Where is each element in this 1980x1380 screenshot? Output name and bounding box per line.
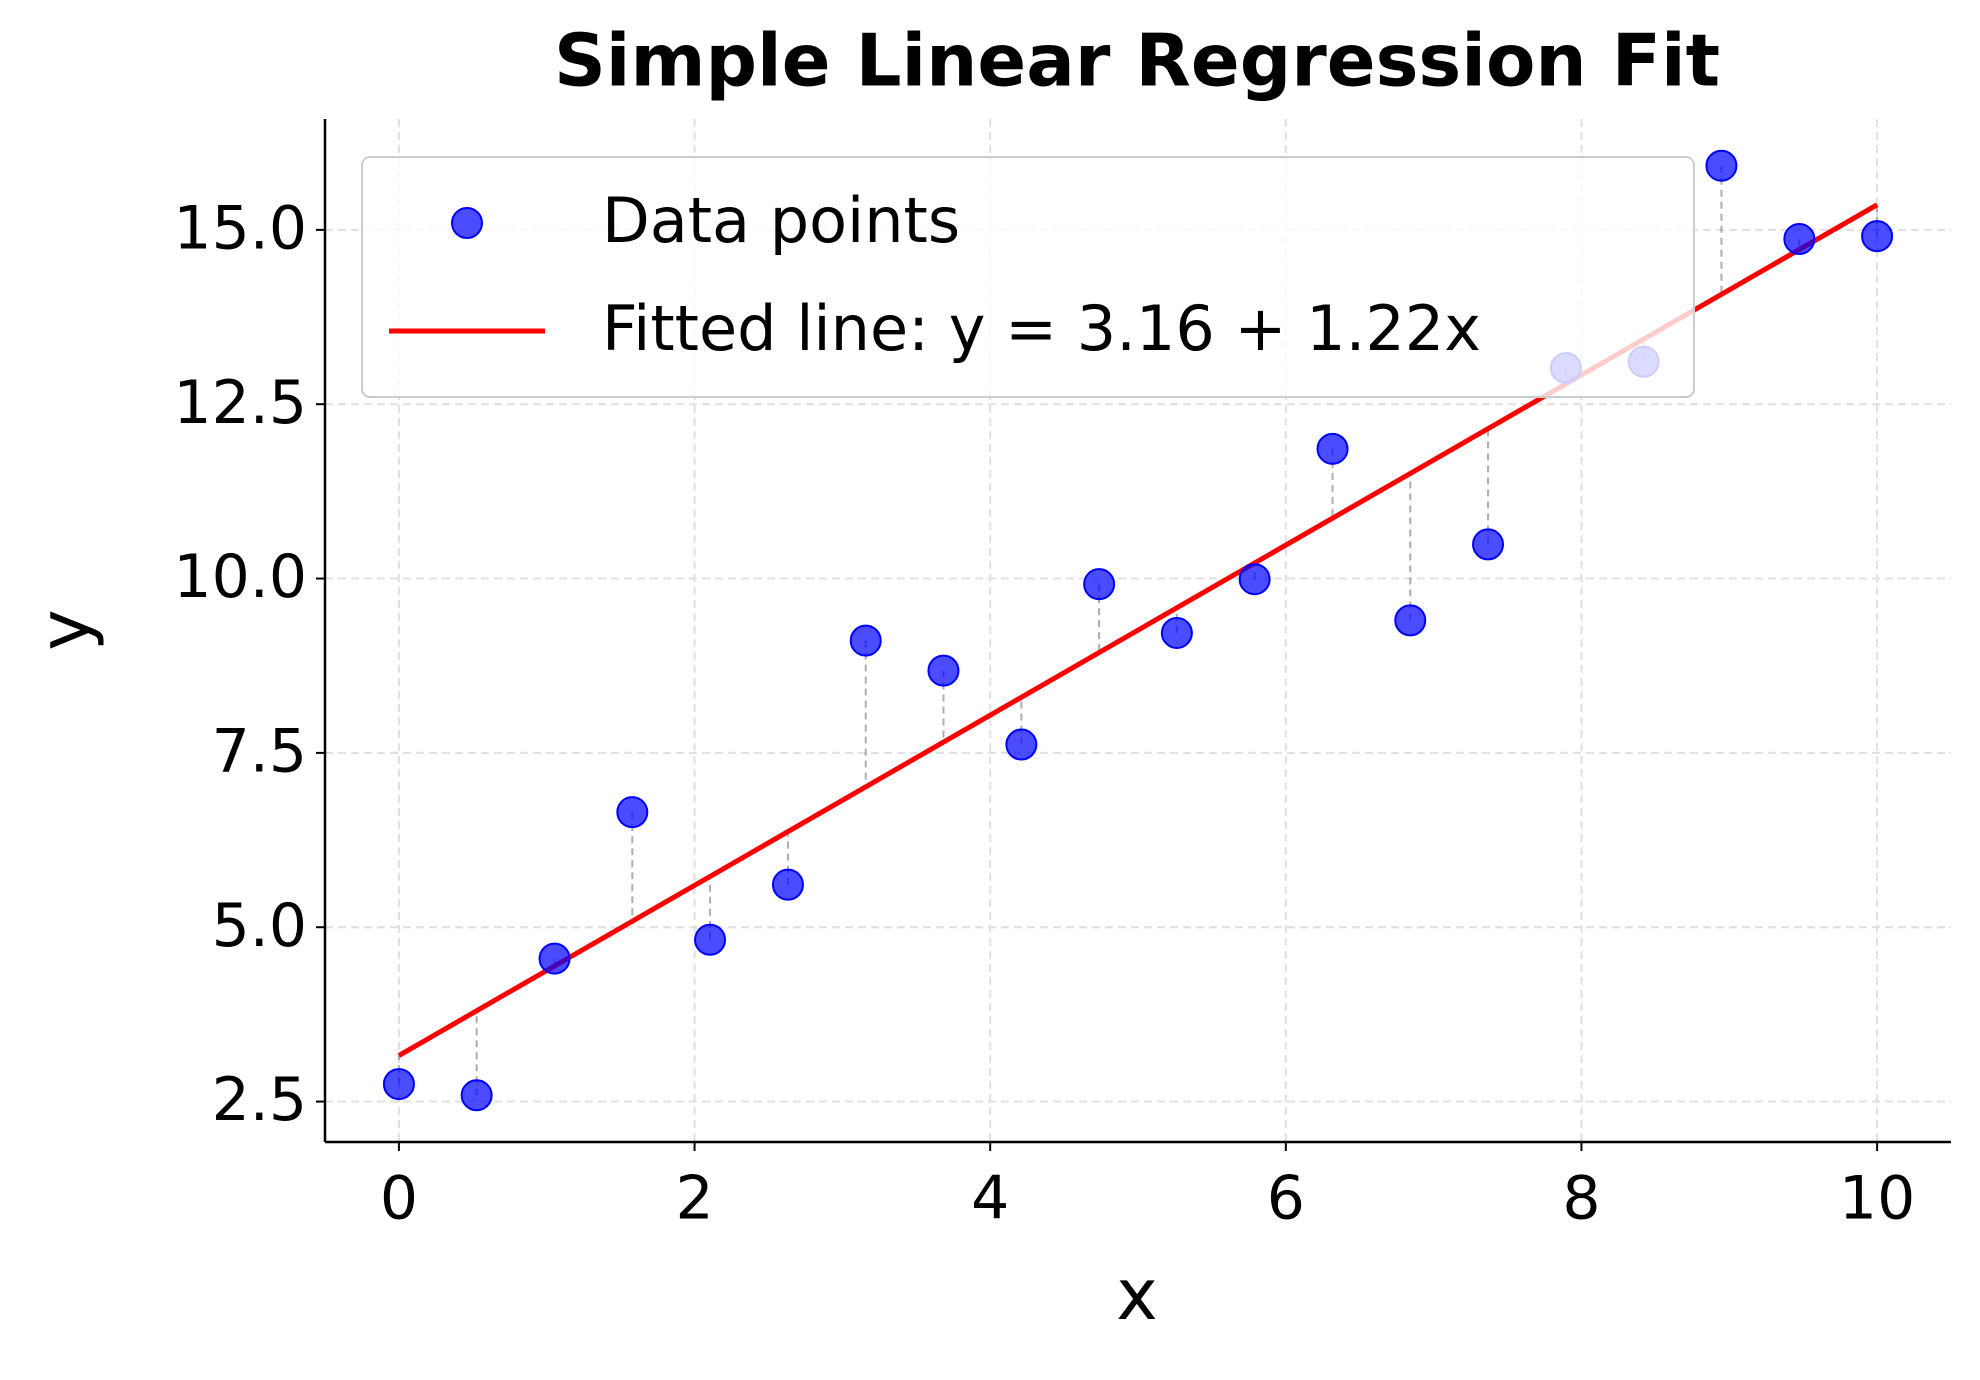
y-tick-label: 15.0 — [173, 193, 307, 263]
data-point — [1083, 568, 1116, 601]
legend-box — [361, 156, 1695, 398]
x-tick-label: 6 — [1267, 1164, 1305, 1234]
data-point — [771, 868, 804, 901]
data-point — [1316, 432, 1349, 465]
chart-title: Simple Linear Regression Fit — [554, 19, 1720, 103]
legend-label: Fitted line: y = 3.16 + 1.22x — [602, 292, 1481, 365]
y-tick-label: 5.0 — [212, 891, 307, 961]
y-tick-label: 7.5 — [212, 716, 307, 786]
legend-label: Data points — [602, 184, 960, 257]
data-point — [1472, 528, 1505, 561]
x-tick-label: 8 — [1562, 1164, 1600, 1234]
x-tick-label: 0 — [380, 1164, 418, 1234]
legend-marker — [451, 207, 483, 239]
x-tick-label: 10 — [1839, 1164, 1915, 1234]
y-tick-label: 12.5 — [173, 368, 307, 438]
y-tick-label: 10.0 — [173, 542, 307, 612]
y-axis-label: y — [24, 609, 106, 650]
data-point — [849, 624, 882, 657]
data-point — [1705, 149, 1738, 182]
data-point — [694, 923, 727, 956]
data-point — [1238, 563, 1271, 596]
x-axis-label: x — [1116, 1254, 1157, 1336]
data-point — [1783, 222, 1816, 255]
data-point — [460, 1079, 493, 1112]
y-tick-label: 2.5 — [212, 1065, 307, 1135]
x-tick-label: 4 — [971, 1164, 1009, 1234]
data-point — [1005, 728, 1038, 761]
data-point — [1861, 220, 1894, 253]
data-point — [927, 654, 960, 687]
data-point — [382, 1068, 415, 1101]
data-point — [538, 942, 571, 975]
x-tick-label: 2 — [675, 1164, 713, 1234]
data-point — [1160, 616, 1193, 649]
data-point — [1394, 604, 1427, 637]
data-point — [616, 796, 649, 829]
